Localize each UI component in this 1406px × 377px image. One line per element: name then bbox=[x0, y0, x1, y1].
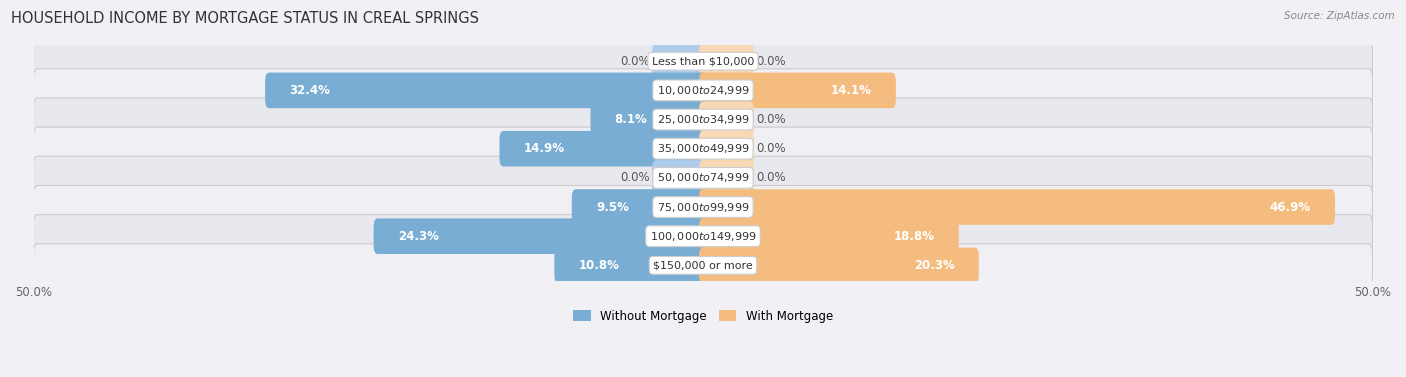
Text: $25,000 to $34,999: $25,000 to $34,999 bbox=[657, 113, 749, 126]
Text: $10,000 to $24,999: $10,000 to $24,999 bbox=[657, 84, 749, 97]
Text: 10.8%: 10.8% bbox=[578, 259, 620, 272]
Text: 0.0%: 0.0% bbox=[756, 113, 786, 126]
FancyBboxPatch shape bbox=[699, 43, 754, 79]
FancyBboxPatch shape bbox=[699, 189, 1336, 225]
FancyBboxPatch shape bbox=[266, 73, 707, 108]
FancyBboxPatch shape bbox=[34, 244, 1372, 287]
Text: 32.4%: 32.4% bbox=[290, 84, 330, 97]
FancyBboxPatch shape bbox=[699, 218, 959, 254]
FancyBboxPatch shape bbox=[34, 40, 1372, 83]
Text: 14.1%: 14.1% bbox=[831, 84, 872, 97]
Text: 14.9%: 14.9% bbox=[523, 142, 565, 155]
Legend: Without Mortgage, With Mortgage: Without Mortgage, With Mortgage bbox=[568, 305, 838, 328]
Text: 0.0%: 0.0% bbox=[756, 55, 786, 68]
FancyBboxPatch shape bbox=[554, 248, 707, 283]
FancyBboxPatch shape bbox=[652, 43, 707, 79]
Text: $100,000 to $149,999: $100,000 to $149,999 bbox=[650, 230, 756, 243]
Text: 0.0%: 0.0% bbox=[620, 172, 650, 184]
Text: 24.3%: 24.3% bbox=[398, 230, 439, 243]
FancyBboxPatch shape bbox=[699, 248, 979, 283]
Text: 0.0%: 0.0% bbox=[620, 55, 650, 68]
Text: Less than $10,000: Less than $10,000 bbox=[652, 56, 754, 66]
FancyBboxPatch shape bbox=[591, 102, 707, 137]
FancyBboxPatch shape bbox=[34, 127, 1372, 170]
FancyBboxPatch shape bbox=[699, 102, 754, 137]
FancyBboxPatch shape bbox=[699, 160, 754, 196]
FancyBboxPatch shape bbox=[34, 215, 1372, 258]
Text: 20.3%: 20.3% bbox=[914, 259, 955, 272]
FancyBboxPatch shape bbox=[572, 189, 707, 225]
FancyBboxPatch shape bbox=[699, 73, 896, 108]
FancyBboxPatch shape bbox=[499, 131, 707, 167]
Text: HOUSEHOLD INCOME BY MORTGAGE STATUS IN CREAL SPRINGS: HOUSEHOLD INCOME BY MORTGAGE STATUS IN C… bbox=[11, 11, 479, 26]
Text: $150,000 or more: $150,000 or more bbox=[654, 261, 752, 270]
Text: 46.9%: 46.9% bbox=[1270, 201, 1310, 213]
FancyBboxPatch shape bbox=[34, 98, 1372, 141]
Text: 8.1%: 8.1% bbox=[614, 113, 647, 126]
FancyBboxPatch shape bbox=[652, 160, 707, 196]
Text: 0.0%: 0.0% bbox=[756, 172, 786, 184]
FancyBboxPatch shape bbox=[374, 218, 707, 254]
Text: Source: ZipAtlas.com: Source: ZipAtlas.com bbox=[1284, 11, 1395, 21]
FancyBboxPatch shape bbox=[699, 131, 754, 167]
Text: 9.5%: 9.5% bbox=[596, 201, 628, 213]
Text: $75,000 to $99,999: $75,000 to $99,999 bbox=[657, 201, 749, 213]
Text: $35,000 to $49,999: $35,000 to $49,999 bbox=[657, 142, 749, 155]
Text: $50,000 to $74,999: $50,000 to $74,999 bbox=[657, 172, 749, 184]
Text: 0.0%: 0.0% bbox=[756, 142, 786, 155]
FancyBboxPatch shape bbox=[34, 69, 1372, 112]
FancyBboxPatch shape bbox=[34, 185, 1372, 228]
Text: 18.8%: 18.8% bbox=[894, 230, 935, 243]
FancyBboxPatch shape bbox=[34, 156, 1372, 199]
